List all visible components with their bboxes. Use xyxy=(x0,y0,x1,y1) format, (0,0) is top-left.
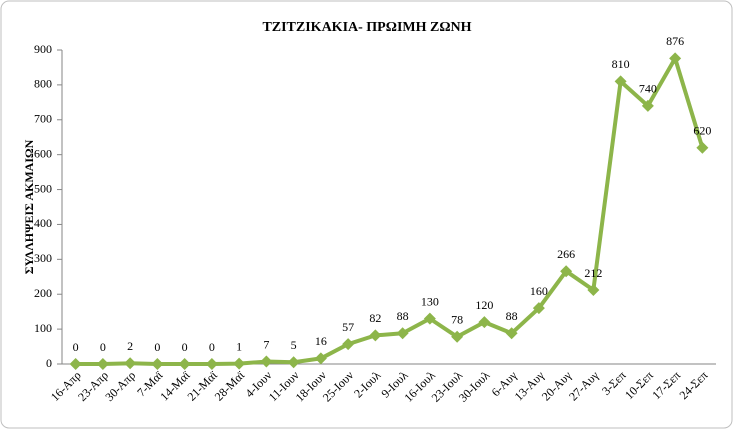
data-point xyxy=(369,329,382,342)
y-tick-label: 500 xyxy=(34,181,52,195)
data-point xyxy=(314,352,327,365)
data-point xyxy=(669,52,682,65)
data-point xyxy=(342,338,355,351)
data-point xyxy=(260,355,273,368)
y-tick-label: 400 xyxy=(34,216,52,230)
data-point xyxy=(587,284,600,297)
data-point xyxy=(696,141,709,154)
data-label: 57 xyxy=(342,320,354,334)
data-point xyxy=(151,358,164,370)
data-point xyxy=(614,75,627,88)
y-tick-label: 600 xyxy=(34,146,52,160)
data-point xyxy=(451,330,464,343)
data-point xyxy=(505,327,518,340)
data-label: 16 xyxy=(315,334,327,348)
y-tick-label: 0 xyxy=(46,356,52,370)
y-tick-label: 700 xyxy=(34,112,52,126)
data-label: 810 xyxy=(612,57,630,71)
data-point xyxy=(178,358,191,370)
data-label: 0 xyxy=(100,340,106,354)
data-label: 88 xyxy=(506,309,518,323)
data-label: 160 xyxy=(530,284,548,298)
data-label: 88 xyxy=(397,309,409,323)
data-label: 0 xyxy=(209,340,215,354)
y-axis-title: ΣΥΛΛΗΨΕΙΣ ΑΚΜΑΙΩΝ xyxy=(22,139,36,274)
data-label: 876 xyxy=(666,34,684,48)
y-tick-label: 900 xyxy=(34,42,52,56)
data-point xyxy=(478,316,491,329)
data-label: 130 xyxy=(421,294,439,308)
data-label: 266 xyxy=(557,247,575,261)
data-label: 5 xyxy=(291,338,297,352)
y-tick-label: 100 xyxy=(34,321,52,335)
data-point xyxy=(205,358,218,370)
data-point xyxy=(287,356,300,369)
data-point xyxy=(96,358,109,370)
data-point xyxy=(124,357,137,370)
data-label: 78 xyxy=(451,313,463,327)
data-label: 0 xyxy=(154,340,160,354)
data-point xyxy=(560,265,573,278)
data-point xyxy=(396,327,409,340)
data-label: 212 xyxy=(584,266,602,280)
data-label: 2 xyxy=(127,339,133,353)
chart-title: ΤΖΙΤΖΙΚΑΚΙΑ- ΠΡΩΙΜΗ ΖΩΝΗ xyxy=(262,20,471,35)
data-point xyxy=(532,302,545,315)
data-point xyxy=(641,99,654,112)
data-label: 0 xyxy=(182,340,188,354)
data-label: 620 xyxy=(693,123,711,137)
data-label: 1 xyxy=(236,339,242,353)
y-tick-label: 200 xyxy=(34,286,52,300)
data-point xyxy=(69,358,82,370)
data-label: 120 xyxy=(475,298,493,312)
data-point xyxy=(233,357,246,370)
data-label: 7 xyxy=(263,337,269,351)
data-label: 740 xyxy=(639,82,657,96)
data-point xyxy=(423,312,436,325)
data-label: 82 xyxy=(369,311,381,325)
y-tick-label: 800 xyxy=(34,77,52,91)
data-label: 0 xyxy=(73,340,79,354)
y-tick-label: 300 xyxy=(34,251,52,265)
